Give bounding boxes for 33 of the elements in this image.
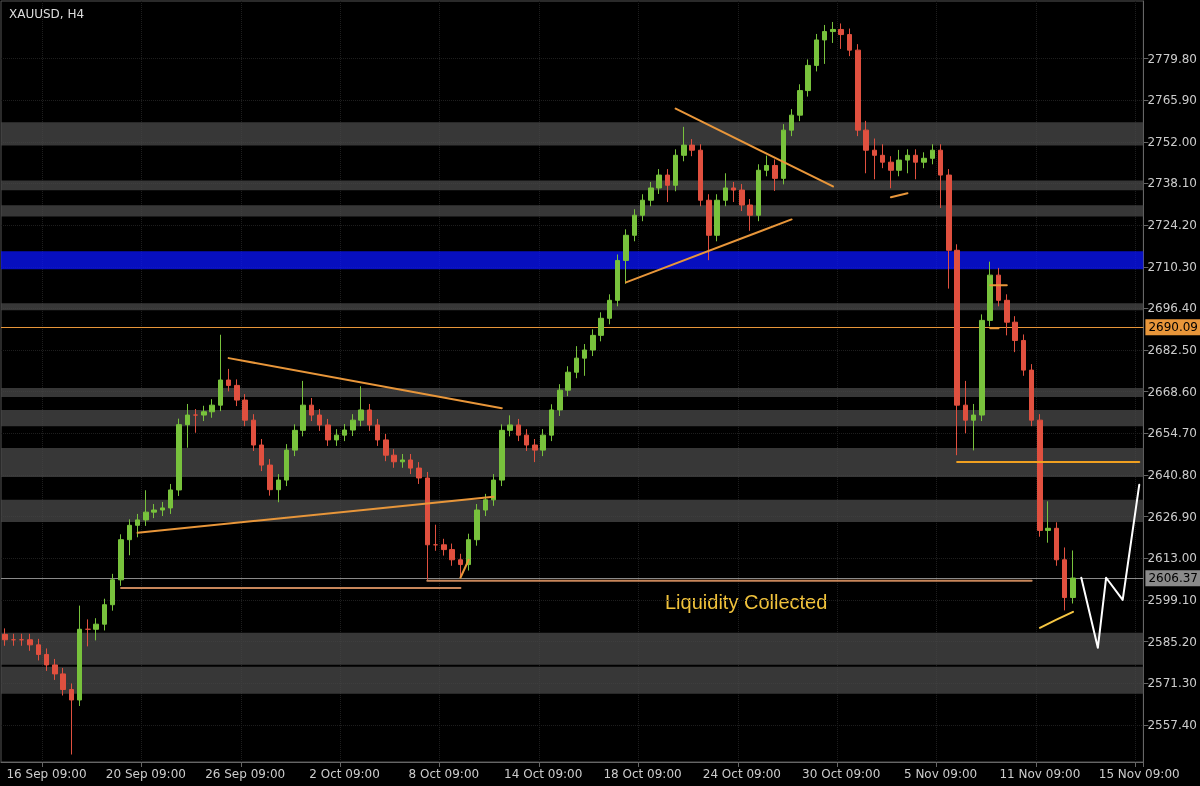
x-tick-label: 14 Oct 09:00 [504, 767, 583, 781]
y-tick-label: 2626.90 [1147, 509, 1197, 524]
x-tick-label: 18 Oct 09:00 [603, 767, 682, 781]
x-tick-label: 20 Sep 09:00 [105, 767, 186, 781]
y-tick-label: 2696.40 [1147, 301, 1197, 316]
y-tick-label: 2779.80 [1147, 51, 1197, 66]
x-tick-label: 16 Sep 09:00 [6, 767, 87, 781]
y-tick-label: 2752.00 [1147, 134, 1197, 149]
y-tick-label: 2724.20 [1147, 218, 1197, 233]
x-tick-label: 26 Sep 09:00 [205, 767, 286, 781]
text: XAUUSD, H4 [9, 7, 85, 21]
x-tick-label: 15 Nov 09:00 [1098, 767, 1180, 781]
y-tick-label: 2765.90 [1147, 93, 1197, 108]
y-tick-label: 2599.10 [1147, 592, 1197, 607]
ref-line-label: 2606.37 [1148, 571, 1198, 586]
y-tick-label: 2682.50 [1147, 343, 1197, 358]
y-tick-label: 2710.30 [1147, 259, 1197, 274]
ref-line-label: 2690.09 [1148, 320, 1198, 335]
y-tick-label: 2668.60 [1147, 384, 1197, 399]
x-tick-label: 8 Oct 09:00 [408, 767, 480, 781]
y-tick-label: 2571.30 [1147, 676, 1197, 691]
y-tick-label: 2654.70 [1147, 426, 1197, 441]
x-tick-label: 24 Oct 09:00 [702, 767, 782, 781]
y-tick-label: 2640.80 [1147, 467, 1197, 482]
x-tick-label: 5 Nov 09:00 [903, 767, 978, 781]
y-tick-label: 2585.20 [1147, 634, 1197, 649]
annotation: Liquidity Collected [665, 591, 828, 613]
y-tick-label: 2613.00 [1147, 551, 1197, 566]
x-tick-label: 11 Nov 09:00 [999, 767, 1081, 781]
x-tick-label: 2 Oct 09:00 [309, 767, 380, 781]
x-tick-label: 30 Oct 09:00 [802, 767, 881, 781]
y-tick-label: 2738.10 [1147, 176, 1197, 191]
y-tick-label: 2557.40 [1147, 717, 1197, 732]
